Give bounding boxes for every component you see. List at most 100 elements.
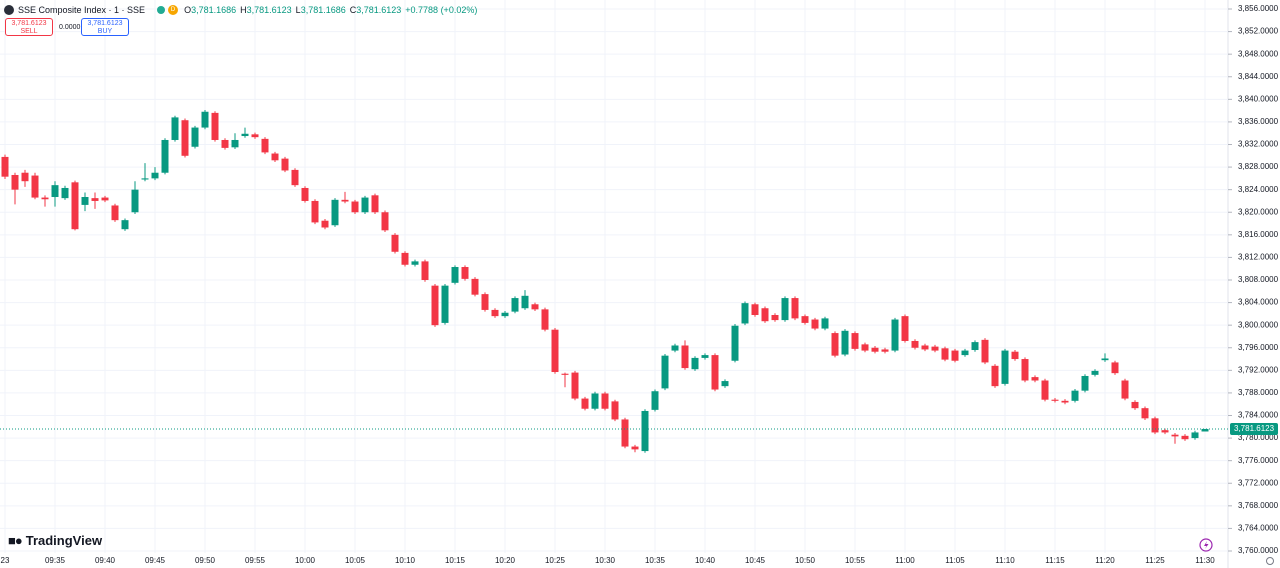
x-tick-label: 10:25 — [545, 556, 566, 565]
y-tick-label: 3,792.0000 — [1238, 365, 1279, 374]
candle-body — [1021, 359, 1029, 381]
candle-body — [61, 187, 69, 199]
candle-body — [711, 355, 719, 390]
logo-mark: ■● — [8, 533, 23, 548]
candle-body — [911, 340, 919, 348]
buy-button[interactable]: 3,781.6123 BUY — [81, 18, 129, 36]
candle-body — [691, 357, 699, 370]
last-price-tag — [1230, 422, 1278, 435]
candle-body — [551, 329, 559, 373]
y-tick-label: 3,844.0000 — [1238, 72, 1279, 81]
candle-body — [161, 139, 169, 173]
candle-body — [431, 285, 439, 326]
candle-body — [751, 304, 759, 316]
symbol-title[interactable]: SSE Composite Index · 1 · SSE — [18, 5, 146, 15]
candle-body — [471, 278, 479, 295]
candle-body — [451, 267, 459, 283]
candle-body — [781, 298, 789, 321]
y-tick-label: 3,808.0000 — [1238, 275, 1279, 284]
y-tick-label: 3,848.0000 — [1238, 49, 1279, 58]
candle-body — [771, 315, 779, 321]
x-tick-label: 10:00 — [295, 556, 316, 565]
ohlc-value: 3,781.6123 — [246, 5, 292, 15]
ohlc-value: 3,781.1686 — [191, 5, 237, 15]
candle-body — [621, 419, 629, 447]
candle-body — [211, 112, 219, 140]
y-tick-label: 3,780.0000 — [1238, 433, 1279, 442]
candle-body — [1011, 351, 1019, 360]
candle-body — [861, 344, 869, 351]
candle-body — [661, 355, 669, 389]
y-tick-label: 3,852.0000 — [1238, 27, 1279, 36]
candle-body — [291, 169, 299, 186]
candle-body — [151, 172, 159, 179]
y-tick-label: 3,836.0000 — [1238, 117, 1279, 126]
candle-body — [81, 197, 89, 205]
candle-body — [1141, 408, 1149, 419]
candle-body — [321, 220, 329, 228]
candle-body — [1101, 358, 1109, 361]
logo[interactable]: ■● TradingView — [8, 533, 102, 548]
ohlc-value: 3,781.1686 — [300, 5, 346, 15]
candle-body — [991, 365, 999, 387]
y-tick-label: 3,788.0000 — [1238, 388, 1279, 397]
candle-body — [231, 139, 239, 148]
candle-body — [171, 117, 179, 140]
candle-body — [921, 345, 929, 350]
candle-body — [1191, 432, 1199, 439]
candle-body — [1161, 430, 1169, 433]
sell-button[interactable]: 3,781.6123 SELL — [5, 18, 53, 36]
candle-body — [1171, 434, 1179, 437]
candle-body — [571, 372, 579, 399]
y-tick-label: 3,804.0000 — [1238, 298, 1279, 307]
candle-body — [601, 393, 609, 409]
y-tick-label: 3,832.0000 — [1238, 140, 1279, 149]
candle-body — [1071, 390, 1079, 401]
y-tick-label: 3,772.0000 — [1238, 478, 1279, 487]
candle-body — [41, 197, 49, 200]
candle-body — [841, 330, 849, 355]
candle-body — [971, 342, 979, 351]
x-tick-label: 11:05 — [945, 556, 965, 565]
candle-body — [311, 200, 319, 223]
candle-body — [801, 316, 809, 323]
x-tick-label: 11:30 — [1195, 556, 1215, 565]
x-tick-label: 11:25 — [1145, 556, 1165, 565]
ohlc-value: 3,781.6123 — [356, 5, 402, 15]
x-tick-label: 09:45 — [145, 556, 166, 565]
y-tick-label: 3,828.0000 — [1238, 162, 1279, 171]
candle-body — [891, 319, 899, 351]
candle-body — [461, 267, 469, 279]
candle-body — [241, 133, 249, 137]
candle-body — [401, 252, 409, 265]
candle-body — [361, 197, 369, 213]
candle-body — [531, 304, 539, 310]
candle-body — [111, 205, 119, 221]
candle-body — [1181, 435, 1189, 440]
settings-button — [1266, 557, 1274, 565]
x-tick-label: 10:20 — [495, 556, 516, 565]
candle-body — [331, 199, 339, 226]
candle-body — [1031, 377, 1039, 381]
candle-body — [221, 139, 229, 148]
candle-body — [1, 156, 9, 177]
candle-body — [91, 198, 99, 201]
candle-body — [701, 355, 709, 358]
y-tick-label: 3,796.0000 — [1238, 343, 1279, 352]
x-tick-label: 10:55 — [845, 556, 866, 565]
x-tick-label: 11:10 — [995, 556, 1015, 565]
candle-body — [191, 127, 199, 147]
x-tick-label: 10:10 — [395, 556, 416, 565]
buy-price: 3,781.6123 — [87, 20, 123, 27]
candle-body — [721, 381, 729, 387]
candle-body — [441, 285, 449, 323]
candle-body — [1001, 350, 1009, 384]
x-tick-label: 11:20 — [1095, 556, 1115, 565]
candle-body — [961, 350, 969, 356]
candle-body — [1081, 375, 1089, 391]
candle-body — [1121, 380, 1129, 399]
candle-body — [101, 197, 109, 201]
candle-body — [671, 345, 679, 351]
price-axis — [1228, 0, 1280, 568]
candle-body — [511, 298, 519, 312]
